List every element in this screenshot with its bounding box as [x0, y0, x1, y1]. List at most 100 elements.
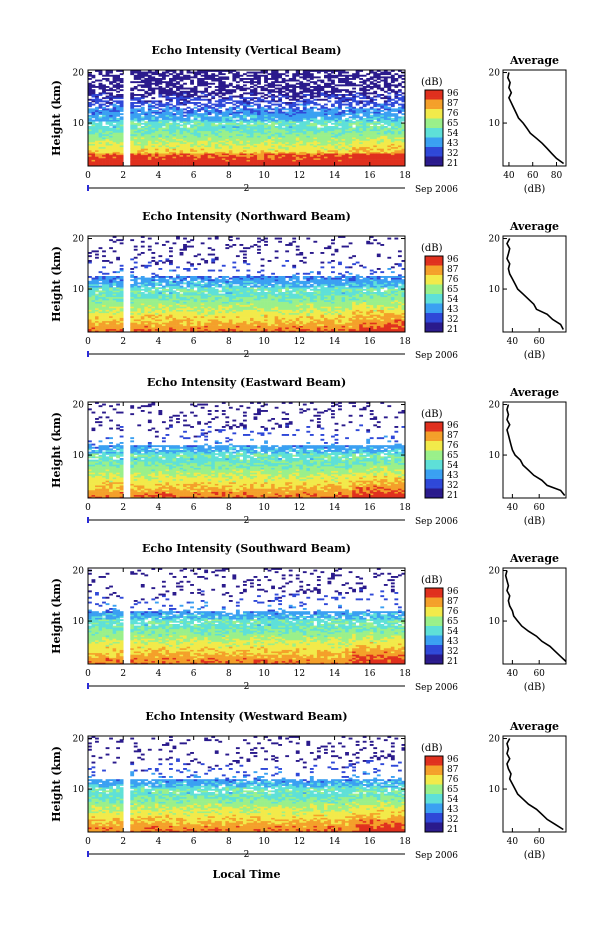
heatmap-cell: [274, 100, 279, 103]
heatmap-cell: [257, 130, 261, 133]
heatmap-cell: [158, 95, 163, 98]
heatmap-cell: [147, 81, 152, 84]
heatmap-cell: [264, 119, 268, 122]
heatmap-cell: [232, 146, 237, 149]
heatmap-cell: [140, 111, 145, 114]
heatmap-cell: [112, 154, 117, 157]
heatmap-cell: [91, 86, 96, 88]
heatmap-cell: [154, 111, 159, 114]
heatmap-cell: [260, 134, 265, 136]
heatmap-cell: [260, 111, 265, 114]
heatmap-cell: [176, 116, 180, 119]
heatmap-cell: [105, 113, 110, 116]
heatmap-cell: [169, 137, 173, 140]
heatmap-cell: [105, 138, 110, 141]
heatmap-cell: [274, 122, 279, 125]
heatmap-cell: [225, 164, 230, 167]
heatmap-cell: [140, 150, 145, 152]
heatmap-cell: [285, 74, 290, 77]
heatmap-cell: [239, 162, 244, 165]
heatmap-cell: [274, 71, 279, 74]
heatmap-cell: [221, 92, 226, 95]
heatmap-cell: [140, 100, 145, 103]
heatmap-cell: [250, 71, 254, 74]
heatmap-cell: [91, 161, 96, 164]
heatmap-cell: [274, 130, 279, 133]
heatmap-cell: [235, 156, 240, 159]
heatmap-cell: [190, 130, 194, 133]
heatmap-cell: [95, 253, 99, 256]
heatmap-cell: [383, 100, 388, 103]
heatmap-cell: [207, 70, 212, 72]
heatmap-cell: [313, 111, 318, 114]
heatmap-cell: [158, 129, 163, 132]
heatmap-cell: [211, 135, 216, 138]
heatmap-cell: [207, 134, 212, 136]
heatmap-cell: [271, 122, 275, 125]
heatmap-cell: [158, 116, 163, 119]
heatmap-cell: [211, 162, 216, 165]
heatmap-cell: [214, 140, 219, 143]
heatmap-cell: [130, 73, 135, 76]
heatmap-cell: [225, 76, 230, 79]
heatmap-cell: [186, 70, 191, 72]
heatmap-cell: [116, 142, 120, 144]
heatmap-cell: [250, 108, 254, 111]
heatmap-cell: [260, 140, 265, 143]
heatmap-cell: [278, 108, 283, 111]
heatmap-cell: [200, 132, 205, 135]
heatmap-cell: [228, 132, 233, 135]
heatmap-cell: [281, 86, 286, 88]
heatmap-cell: [225, 126, 230, 128]
heatmap-cell: [144, 134, 149, 136]
heatmap-cell: [204, 154, 209, 157]
heatmap-cell: [235, 150, 240, 152]
heatmap-cell: [179, 114, 184, 117]
heatmap-cell: [278, 81, 283, 84]
heatmap-cell: [88, 130, 92, 133]
heatmap-cell: [264, 87, 268, 90]
heatmap-cell: [140, 288, 145, 291]
heatmap-cell: [239, 143, 244, 146]
heatmap-cell: [176, 158, 180, 160]
heatmap-cell: [264, 110, 268, 112]
heatmap-cell: [228, 142, 233, 144]
heatmap-cell: [225, 132, 230, 135]
heatmap-cell: [151, 130, 156, 133]
heatmap-cell: [260, 92, 265, 95]
heatmap-cell: [165, 110, 170, 112]
heatmap-cell: [190, 151, 194, 154]
heatmap-cell: [235, 135, 240, 138]
heatmap-cell: [88, 108, 92, 111]
heatmap-cell: [147, 148, 152, 151]
heatmap-cell: [239, 161, 244, 164]
heatmap-cell: [133, 154, 138, 157]
heatmap-cell: [172, 121, 177, 124]
heatmap-cell: [105, 146, 110, 149]
heatmap-cell: [147, 248, 152, 251]
heatmap-cell: [147, 162, 152, 165]
heatmap-cell: [176, 81, 180, 84]
heatmap-cell: [281, 132, 286, 135]
heatmap-cell: [397, 82, 402, 85]
heatmap-cell: [119, 103, 124, 106]
heatmap-cell: [161, 92, 166, 95]
heatmap-cell: [221, 161, 226, 164]
heatmap-cell: [119, 135, 124, 138]
heatmap-cell: [232, 151, 237, 154]
heatmap-cell: [267, 86, 272, 88]
heatmap-cell: [91, 84, 96, 87]
heatmap-cell: [221, 127, 226, 130]
heatmap-cell: [218, 148, 223, 151]
heatmap-cell: [186, 146, 191, 149]
colorbar-swatch: [425, 109, 443, 112]
heatmap-cell: [91, 146, 96, 149]
heatmap-cell: [235, 148, 240, 151]
heatmap-cell: [176, 119, 180, 122]
heatmap-cell: [144, 118, 149, 120]
heatmap-cell: [109, 122, 113, 125]
heatmap-cell: [165, 130, 170, 133]
heatmap-cell: [112, 132, 117, 135]
heatmap-cell: [158, 86, 163, 88]
heatmap-cell: [130, 143, 135, 146]
